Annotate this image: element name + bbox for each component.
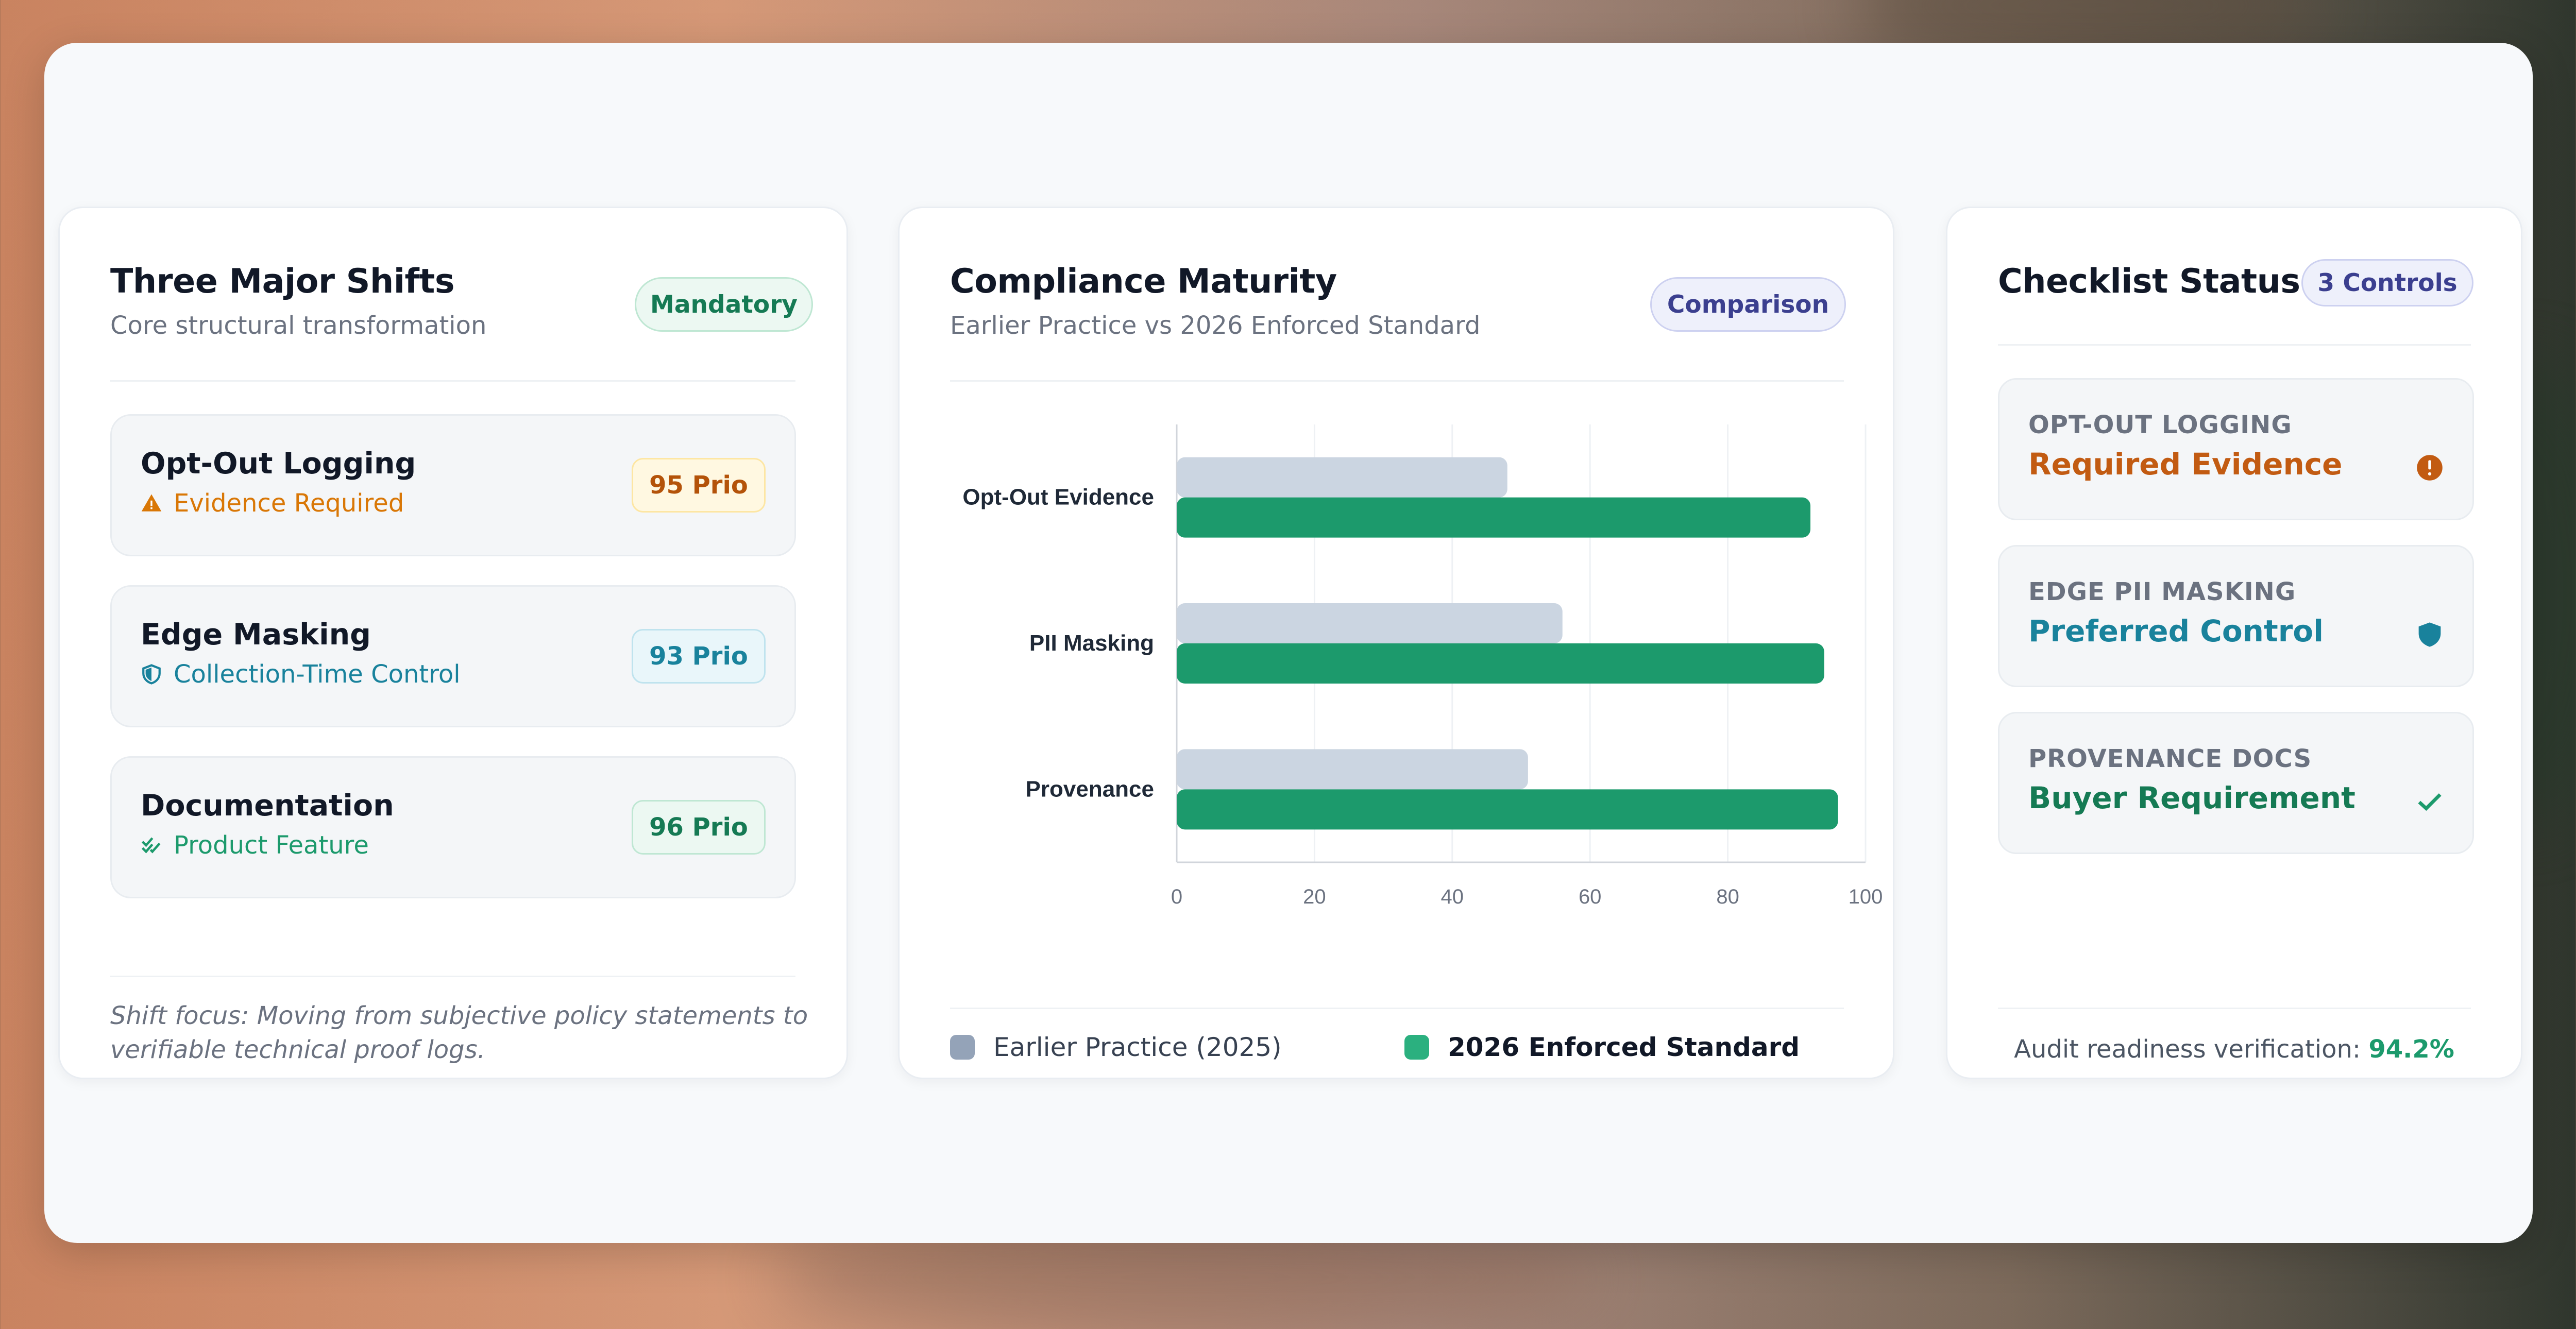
checklist-card: Checklist Status 3 Controls OPT-OUT LOGG…: [1946, 207, 2522, 1079]
checklist-item-label: EDGE PII MASKING: [2028, 577, 2296, 606]
checklist-item-edge-pii-masking[interactable]: EDGE PII MASKING Preferred Control: [1998, 545, 2474, 687]
double-check-icon: [141, 837, 161, 854]
checklist-item-value: Required Evidence: [2028, 447, 2343, 482]
shifts-card-subtitle: Core structural transformation: [110, 311, 487, 340]
mandatory-badge: Mandatory: [635, 277, 813, 332]
legend-earlier: Earlier Practice (2025): [950, 1032, 1282, 1062]
checklist-item-value: Preferred Control: [2028, 614, 2324, 649]
priority-badge: 96 Prio: [632, 800, 766, 855]
maturity-card-title: Compliance Maturity: [950, 262, 1337, 301]
checklist-item-label: OPT-OUT LOGGING: [2028, 411, 2292, 439]
checklist-card-title: Checklist Status: [1998, 262, 2300, 301]
shift-item-subtitle-text: Collection-Time Control: [174, 660, 461, 689]
maturity-card: Compliance Maturity Earlier Practice vs …: [898, 207, 1894, 1079]
bar-enforced-opt-out-evidence: [1177, 497, 1811, 538]
legend-swatch-gray: [950, 1035, 975, 1060]
audit-readiness-value: 94.2%: [2368, 1035, 2454, 1064]
divider: [110, 380, 795, 382]
bar-enforced-pii-masking: [1177, 643, 1824, 684]
x-tick-label: 0: [1171, 885, 1182, 908]
x-tick-label: 100: [1849, 885, 1883, 908]
dashboard-frame: Three Major Shifts Core structural trans…: [44, 43, 2533, 1243]
bar-earlier-opt-out-evidence: [1177, 457, 1507, 498]
legend-swatch-green: [1404, 1035, 1429, 1060]
divider: [1998, 344, 2471, 346]
shift-item-subtitle-text: Product Feature: [174, 831, 369, 860]
checklist-item-value: Buyer Requirement: [2028, 780, 2355, 815]
checklist-item-provenance-docs[interactable]: PROVENANCE DOCS Buyer Requirement: [1998, 712, 2474, 854]
shift-item-subtitle: Product Feature: [141, 831, 369, 860]
shift-item-title: Edge Masking: [141, 618, 371, 652]
comparison-badge: Comparison: [1650, 277, 1846, 332]
shift-focus-note: Shift focus: Moving from subjective poli…: [110, 1001, 808, 1064]
audit-readiness: Audit readiness verification: 94.2%: [1947, 1035, 2521, 1064]
shift-item-edge-masking[interactable]: Edge Masking Collection-Time Control 93 …: [110, 585, 796, 727]
shift-item-documentation[interactable]: Documentation Product Feature 96 Prio: [110, 756, 796, 898]
bar-enforced-provenance: [1177, 789, 1838, 830]
shift-item-title: Opt-Out Logging: [141, 447, 416, 481]
shift-item-opt-out-logging[interactable]: Opt-Out Logging Evidence Required 95 Pri…: [110, 414, 796, 556]
legend-label: Earlier Practice (2025): [993, 1032, 1282, 1062]
warning-icon: [141, 494, 162, 512]
x-tick-label: 20: [1303, 885, 1326, 908]
legend-label: 2026 Enforced Standard: [1448, 1032, 1800, 1062]
x-tick-label: 60: [1579, 885, 1602, 908]
checklist-item-opt-out-logging[interactable]: OPT-OUT LOGGING Required Evidence: [1998, 378, 2474, 520]
shifts-card: Three Major Shifts Core structural trans…: [58, 207, 848, 1079]
compliance-bar-chart: 0 20 40 60 80 100 Opt-Out Evidence PII Masking P…: [962, 424, 1883, 908]
x-tick-label: 40: [1441, 885, 1464, 908]
shift-item-title: Documentation: [141, 789, 394, 823]
category-label: PII Masking: [1029, 631, 1154, 656]
maturity-card-subtitle: Earlier Practice vs 2026 Enforced Standa…: [950, 311, 1481, 340]
check-icon: [2418, 793, 2442, 811]
shield-icon: [2418, 622, 2441, 647]
priority-badge: 95 Prio: [632, 458, 766, 513]
checklist-item-label: PROVENANCE DOCS: [2028, 744, 2312, 773]
shift-item-subtitle: Evidence Required: [141, 489, 404, 518]
shift-item-subtitle-text: Evidence Required: [174, 489, 404, 518]
bar-earlier-pii-masking: [1177, 603, 1563, 643]
category-label: Opt-Out Evidence: [962, 485, 1154, 510]
category-label: Provenance: [1026, 776, 1154, 802]
shield-icon: [142, 664, 161, 685]
bar-earlier-provenance: [1177, 749, 1528, 790]
legend-enforced: 2026 Enforced Standard: [1404, 1032, 1800, 1062]
controls-count-badge: 3 Controls: [2301, 259, 2473, 306]
divider: [1998, 1008, 2471, 1009]
divider: [950, 1008, 1844, 1009]
shift-item-subtitle: Collection-Time Control: [141, 660, 461, 689]
x-tick-label: 80: [1716, 885, 1739, 908]
priority-badge: 93 Prio: [632, 629, 766, 684]
divider: [110, 976, 795, 977]
audit-readiness-label: Audit readiness verification:: [2014, 1035, 2361, 1064]
alert-circle-icon: [2417, 455, 2443, 481]
shifts-card-title: Three Major Shifts: [110, 262, 455, 301]
divider: [950, 380, 1844, 382]
